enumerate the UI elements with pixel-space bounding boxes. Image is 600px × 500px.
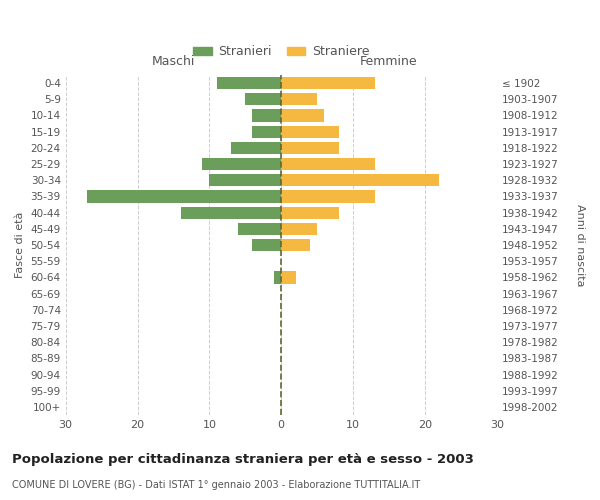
Bar	[202, 158, 281, 170]
Text: COMUNE DI LOVERE (BG) - Dati ISTAT 1° gennaio 2003 - Elaborazione TUTTITALIA.IT: COMUNE DI LOVERE (BG) - Dati ISTAT 1° ge…	[12, 480, 420, 490]
Bar	[281, 174, 439, 186]
Bar	[281, 93, 317, 106]
Bar	[281, 272, 296, 283]
Bar	[274, 272, 281, 283]
Bar	[281, 206, 338, 218]
Y-axis label: Fasce di età: Fasce di età	[15, 212, 25, 278]
Bar	[281, 142, 338, 154]
Text: Maschi: Maschi	[152, 55, 195, 68]
Legend: Stranieri, Straniere: Stranieri, Straniere	[188, 40, 374, 64]
Bar	[253, 126, 281, 138]
Bar	[281, 239, 310, 251]
Bar	[217, 77, 281, 89]
Bar	[281, 77, 374, 89]
Text: Popolazione per cittadinanza straniera per età e sesso - 2003: Popolazione per cittadinanza straniera p…	[12, 452, 474, 466]
Bar	[209, 174, 281, 186]
Bar	[253, 239, 281, 251]
Bar	[281, 158, 374, 170]
Bar	[87, 190, 281, 202]
Bar	[281, 190, 374, 202]
Text: Femmine: Femmine	[360, 55, 418, 68]
Bar	[181, 206, 281, 218]
Bar	[281, 110, 325, 122]
Y-axis label: Anni di nascita: Anni di nascita	[575, 204, 585, 286]
Bar	[238, 223, 281, 235]
Bar	[253, 110, 281, 122]
Bar	[245, 93, 281, 106]
Bar	[281, 223, 317, 235]
Bar	[231, 142, 281, 154]
Bar	[281, 126, 338, 138]
